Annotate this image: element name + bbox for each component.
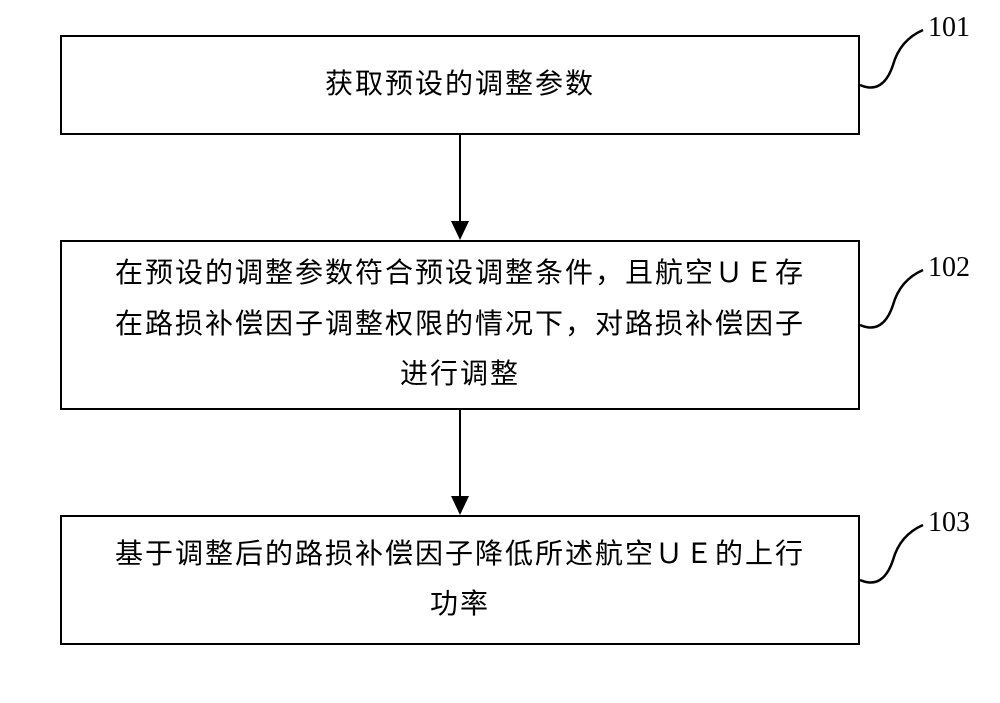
flowchart-step-3: 基于调整后的路损补偿因子降低所述航空ＵＥ的上行 功率 <box>60 515 860 645</box>
connector-101 <box>858 25 938 105</box>
arrow-2-to-3 <box>445 410 475 518</box>
step-3-line-2: 功率 <box>430 589 490 620</box>
flowchart-step-1: 获取预设的调整参数 <box>60 35 860 135</box>
step-1-text: 获取预设的调整参数 <box>325 60 595 110</box>
step-2-line-2: 在路损补偿因子调整权限的情况下，对路损补偿因子 <box>115 309 805 340</box>
connector-102 <box>858 265 938 345</box>
connector-103 <box>858 520 938 600</box>
step-label-101: 101 <box>928 12 970 44</box>
step-3-text: 基于调整后的路损补偿因子降低所述航空ＵＥ的上行 功率 <box>115 530 805 631</box>
flowchart-step-2: 在预设的调整参数符合预设调整条件，且航空ＵＥ存 在路损补偿因子调整权限的情况下，… <box>60 240 860 410</box>
step-2-line-3: 进行调整 <box>400 359 520 390</box>
step-3-line-1: 基于调整后的路损补偿因子降低所述航空ＵＥ的上行 <box>115 539 805 570</box>
step-label-102: 102 <box>928 252 970 284</box>
step-2-text: 在预设的调整参数符合预设调整条件，且航空ＵＥ存 在路损补偿因子调整权限的情况下，… <box>115 249 805 400</box>
arrow-1-to-2 <box>445 135 475 243</box>
flowchart-container: 获取预设的调整参数 101 在预设的调整参数符合预设调整条件，且航空ＵＥ存 在路… <box>0 0 1000 703</box>
step-label-103: 103 <box>928 507 970 539</box>
step-2-line-1: 在预设的调整参数符合预设调整条件，且航空ＵＥ存 <box>115 258 805 289</box>
